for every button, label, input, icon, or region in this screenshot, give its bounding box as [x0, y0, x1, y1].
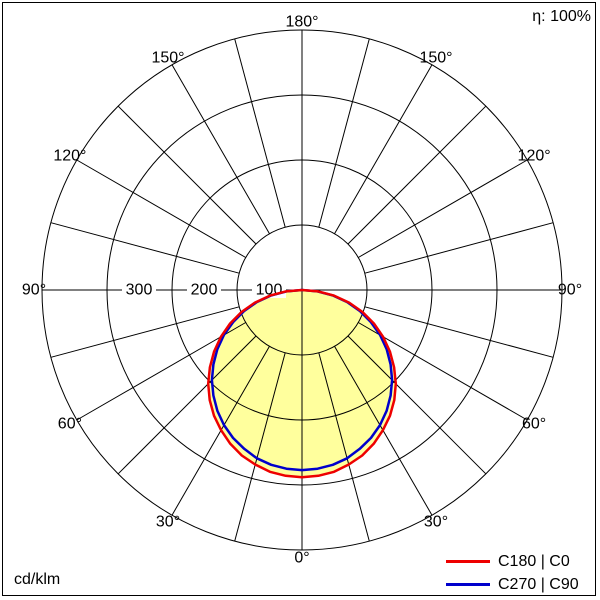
grid-spoke: [50, 222, 240, 274]
legend-item: C180 | C0: [446, 550, 579, 573]
legend-item: C270 | C90: [446, 573, 579, 596]
angle-label: 30°: [424, 514, 448, 531]
grid-spoke: [318, 352, 370, 542]
radial-tick-label: 200: [191, 282, 218, 299]
angle-label: 150°: [151, 49, 184, 66]
angle-label: 120°: [518, 148, 551, 165]
radial-tick-label: 300: [126, 282, 153, 299]
grid-spoke: [318, 38, 370, 228]
grid-spoke: [334, 64, 433, 234]
grid-spoke: [358, 159, 528, 258]
grid-spoke: [76, 322, 246, 421]
angle-label: 90°: [22, 282, 46, 299]
grid-spoke: [347, 335, 487, 475]
angle-label-top: 180°: [285, 14, 318, 31]
grid-spoke: [50, 306, 240, 358]
angle-label: 150°: [419, 49, 452, 66]
grid-spoke: [234, 352, 286, 542]
legend-swatch-c0: [446, 560, 490, 563]
angle-label-bottom: 0°: [294, 550, 309, 567]
curve-c270-c90: [210, 288, 394, 472]
grid-spoke: [364, 306, 554, 358]
angle-label: 90°: [558, 282, 582, 299]
grid-spoke: [117, 335, 257, 475]
grid-spoke: [358, 322, 528, 421]
angle-label: 30°: [156, 514, 180, 531]
angle-label: 120°: [53, 148, 86, 165]
radial-tick-bg: [187, 282, 221, 298]
grid-spoke: [234, 38, 286, 228]
radial-tick-bg: [122, 282, 156, 298]
legend-label: C270 | C90: [498, 575, 579, 593]
grid-spoke: [76, 159, 246, 258]
curve-c180-c0: [206, 288, 398, 479]
grid-spoke: [171, 64, 270, 234]
legend-label: C180 | C0: [498, 552, 570, 570]
legend: C180 | C0 C270 | C90: [446, 550, 579, 596]
legend-swatch-c90: [446, 583, 490, 586]
angle-label: 60°: [522, 416, 546, 433]
unit-label: cd/klm: [14, 571, 61, 588]
grid-spoke: [347, 105, 487, 245]
efficiency-label: η: 100%: [532, 8, 591, 25]
grid-spoke: [117, 105, 257, 245]
angle-label: 60°: [58, 416, 82, 433]
grid-spoke: [364, 222, 554, 274]
